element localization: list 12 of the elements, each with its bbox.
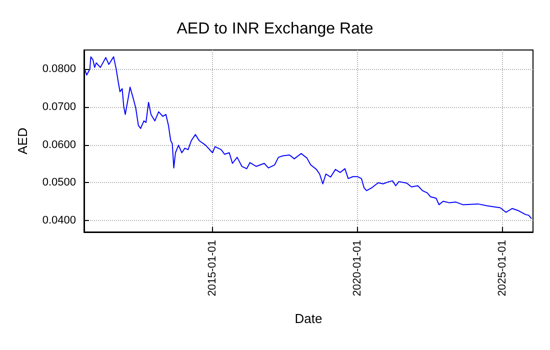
chart-title: AED to INR Exchange Rate [176,20,374,38]
line-series [84,56,532,219]
x-tick-label: 2020-01-01 [351,240,364,296]
y-tick-label: 0.0700 [42,100,76,113]
y-tick-label: 0.0500 [42,176,76,189]
x-tick-label: 2025-01-01 [496,240,509,296]
y-tick-label: 0.0600 [42,138,76,151]
y-tick-label: 0.0800 [42,62,76,75]
x-tick-label: 2015-01-01 [206,240,219,296]
y-tick-label: 0.0400 [42,214,76,227]
y-axis-title: AED [15,128,30,154]
x-axis-title: Date [294,311,322,326]
